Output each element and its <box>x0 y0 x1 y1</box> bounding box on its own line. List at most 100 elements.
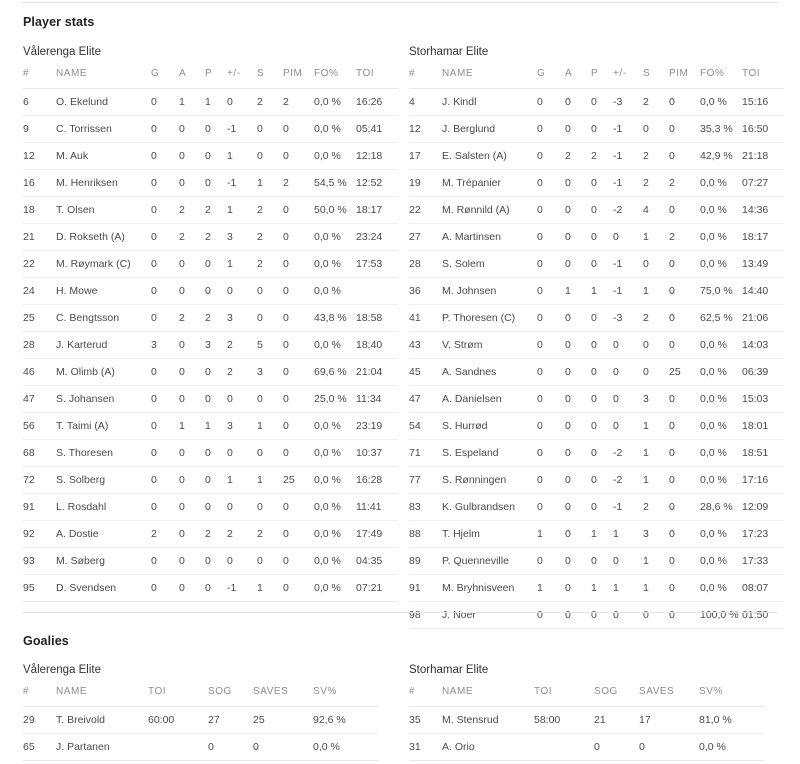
goalies-heading: Goalies <box>23 634 69 648</box>
cell-plusminus: 1 <box>227 466 257 494</box>
col-header-goals: G <box>151 68 179 89</box>
cell-pim: 0 <box>283 520 314 548</box>
table-row[interactable]: 43 V. Strøm 0 0 0 0 0 0 0,0 % 14:03 <box>409 331 784 359</box>
table-row[interactable]: 68 S. Thoresen 0 0 0 0 0 0 0,0 % 10:37 <box>23 439 398 467</box>
cell-toi: 58:00 <box>534 706 594 734</box>
table-row[interactable]: 6 O. Ekelund 0 1 1 0 2 2 0,0 % 16:26 <box>23 88 398 116</box>
cell-points: 0 <box>591 223 613 251</box>
cell-plusminus: 3 <box>227 304 257 332</box>
cell-number: 47 <box>23 385 56 413</box>
cell-points: 0 <box>591 466 613 494</box>
cell-assists: 0 <box>179 250 205 278</box>
table-row[interactable]: 92 A. Dostie 2 0 2 2 2 0 0,0 % 17:49 <box>23 520 398 548</box>
cell-plusminus: -3 <box>613 304 643 332</box>
cell-shots: 2 <box>643 142 669 170</box>
cell-player-name: A. Danielsen <box>442 385 537 413</box>
cell-plusminus: -3 <box>613 88 643 116</box>
cell-shots: 0 <box>257 493 283 521</box>
col-header-name: NAME <box>56 686 148 707</box>
cell-number: 83 <box>409 493 442 521</box>
cell-pim: 0 <box>283 250 314 278</box>
cell-number: 12 <box>409 115 442 143</box>
table-row[interactable]: 88 T. Hjelm 1 0 1 1 3 0 0,0 % 17:23 <box>409 520 784 548</box>
cell-number: 19 <box>409 169 442 197</box>
cell-save-pct: 0,0 % <box>313 733 378 761</box>
cell-faceoff-pct: 0,0 % <box>314 115 356 143</box>
table-row[interactable]: 21 D. Rokseth (A) 0 2 2 3 2 0 0,0 % 23:24 <box>23 223 398 251</box>
table-row[interactable]: 93 M. Søberg 0 0 0 0 0 0 0,0 % 04:35 <box>23 547 398 575</box>
cell-faceoff-pct: 0,0 % <box>700 466 742 494</box>
cell-shots: 1 <box>643 277 669 305</box>
cell-player-name: M. Trépanier <box>442 169 537 197</box>
table-row[interactable]: 4 J. Kindl 0 0 0 -3 2 0 0,0 % 15:16 <box>409 88 784 116</box>
table-row[interactable]: 28 S. Solem 0 0 0 -1 0 0 0,0 % 13:49 <box>409 250 784 278</box>
cell-faceoff-pct: 28,6 % <box>700 493 742 521</box>
table-row[interactable]: 18 T. Olsen 0 2 2 1 2 0 50,0 % 18:17 <box>23 196 398 224</box>
cell-pim: 0 <box>283 277 314 305</box>
table-row[interactable]: 22 M. Røymark (C) 0 0 0 1 2 0 0,0 % 17:53 <box>23 250 398 278</box>
cell-faceoff-pct: 0,0 % <box>700 574 742 602</box>
table-row[interactable]: 12 M. Auk 0 0 0 1 0 0 0,0 % 12:18 <box>23 142 398 170</box>
col-header-shots: S <box>257 68 283 89</box>
cell-player-name: S. Solem <box>442 250 537 278</box>
table-row[interactable]: 25 C. Bengtsson 0 2 2 3 0 0 43,8 % 18:58 <box>23 304 398 332</box>
cell-plusminus: 0 <box>227 385 257 413</box>
table-row[interactable]: 47 S. Johansen 0 0 0 0 0 0 25,0 % 11:34 <box>23 385 398 413</box>
table-row[interactable]: 71 S. Espeland 0 0 0 -2 1 0 0,0 % 18:51 <box>409 439 784 467</box>
table-row[interactable]: 95 D. Svendsen 0 0 0 -1 1 0 0,0 % 07:21 <box>23 574 398 602</box>
table-row[interactable]: 56 T. Taimi (A) 0 1 1 3 1 0 0,0 % 23:19 <box>23 412 398 440</box>
table-row[interactable]: 36 M. Johnsen 0 1 1 -1 1 0 75,0 % 14:40 <box>409 277 784 305</box>
cell-toi: 13:49 <box>742 250 784 278</box>
cell-number: 35 <box>409 706 442 734</box>
table-row[interactable]: 89 P. Quenneville 0 0 0 0 1 0 0,0 % 17:33 <box>409 547 784 575</box>
col-header-number: # <box>23 686 56 707</box>
table-row[interactable]: 17 E. Salsten (A) 0 2 2 -1 2 0 42,9 % 21:18 <box>409 142 784 170</box>
table-row[interactable]: 31 A. Orio 0 0 0,0 % <box>409 733 764 761</box>
table-row[interactable]: 16 M. Henriksen 0 0 0 -1 1 2 54,5 % 12:52 <box>23 169 398 197</box>
player-stats-table-home: # NAME G A P +/- S PIM FO% TOI 6 O. Ekelu… <box>23 68 398 602</box>
table-row[interactable]: 83 K. Gulbrandsen 0 0 0 -1 2 0 28,6 % 12:09 <box>409 493 784 521</box>
col-header-name: NAME <box>56 68 151 89</box>
cell-pim: 0 <box>669 385 700 413</box>
cell-points: 0 <box>591 196 613 224</box>
table-row[interactable]: 91 M. Bryhnisveen 1 0 1 1 1 0 0,0 % 08:07 <box>409 574 784 602</box>
cell-number: 28 <box>409 250 442 278</box>
table-row[interactable]: 45 A. Sandnes 0 0 0 0 0 25 0,0 % 06:39 <box>409 358 784 386</box>
col-header-toi: TOI <box>148 686 208 707</box>
cell-assists: 0 <box>565 412 591 440</box>
col-header-number: # <box>409 68 442 89</box>
table-row[interactable]: 29 T. Breivold 60:00 27 25 92,6 % <box>23 706 378 734</box>
cell-number: 98 <box>409 601 442 629</box>
table-row[interactable]: 28 J. Karterud 3 0 3 2 5 0 0,0 % 18:40 <box>23 331 398 359</box>
table-row[interactable]: 91 L. Rosdahl 0 0 0 0 0 0 0,0 % 11:41 <box>23 493 398 521</box>
table-row[interactable]: 46 M. Olimb (A) 0 0 0 2 3 0 69,6 % 21:04 <box>23 358 398 386</box>
col-header-assists: A <box>179 68 205 89</box>
table-row[interactable]: 72 S. Solberg 0 0 0 1 1 25 0,0 % 16:28 <box>23 466 398 494</box>
cell-number: 17 <box>409 142 442 170</box>
table-row[interactable]: 54 S. Hurrød 0 0 0 0 1 0 0,0 % 18:01 <box>409 412 784 440</box>
cell-shots: 0 <box>257 439 283 467</box>
table-row[interactable]: 24 H. Mowe 0 0 0 0 0 0 0,0 % <box>23 277 398 305</box>
table-row[interactable]: 9 C. Torrissen 0 0 0 -1 0 0 0,0 % 05:41 <box>23 115 398 143</box>
table-row[interactable]: 41 P. Thoresen (C) 0 0 0 -3 2 0 62,5 % 21:06 <box>409 304 784 332</box>
cell-toi: 14:03 <box>742 331 784 359</box>
cell-pim: 0 <box>283 574 314 602</box>
cell-goals: 0 <box>537 88 565 116</box>
cell-number: 88 <box>409 520 442 548</box>
table-row[interactable]: 27 A. Martinsen 0 0 0 0 1 2 0,0 % 18:17 <box>409 223 784 251</box>
table-row[interactable]: 12 J. Berglund 0 0 0 -1 0 0 35,3 % 16:50 <box>409 115 784 143</box>
table-row[interactable]: 47 A. Danielsen 0 0 0 0 3 0 0,0 % 15:03 <box>409 385 784 413</box>
cell-shots: 2 <box>257 520 283 548</box>
table-row[interactable]: 77 S. Rønningen 0 0 0 -2 1 0 0,0 % 17:16 <box>409 466 784 494</box>
cell-player-name: O. Ekelund <box>56 88 151 116</box>
table-row[interactable]: 98 J. Noer 0 0 0 0 0 0 100,0 % 01:50 <box>409 601 784 629</box>
cell-plusminus: 0 <box>613 412 643 440</box>
cell-saves: 0 <box>253 733 313 761</box>
table-row[interactable]: 65 J. Partanen 0 0 0,0 % <box>23 733 378 761</box>
table-row[interactable]: 22 M. Rønnild (A) 0 0 0 -2 4 0 0,0 % 14:36 <box>409 196 784 224</box>
cell-assists: 0 <box>179 142 205 170</box>
table-row[interactable]: 35 M. Stensrud 58:00 21 17 81,0 % <box>409 706 764 734</box>
table-row[interactable]: 19 M. Trépanier 0 0 0 -1 2 2 0,0 % 07:27 <box>409 169 784 197</box>
cell-assists: 0 <box>565 574 591 602</box>
cell-number: 71 <box>409 439 442 467</box>
